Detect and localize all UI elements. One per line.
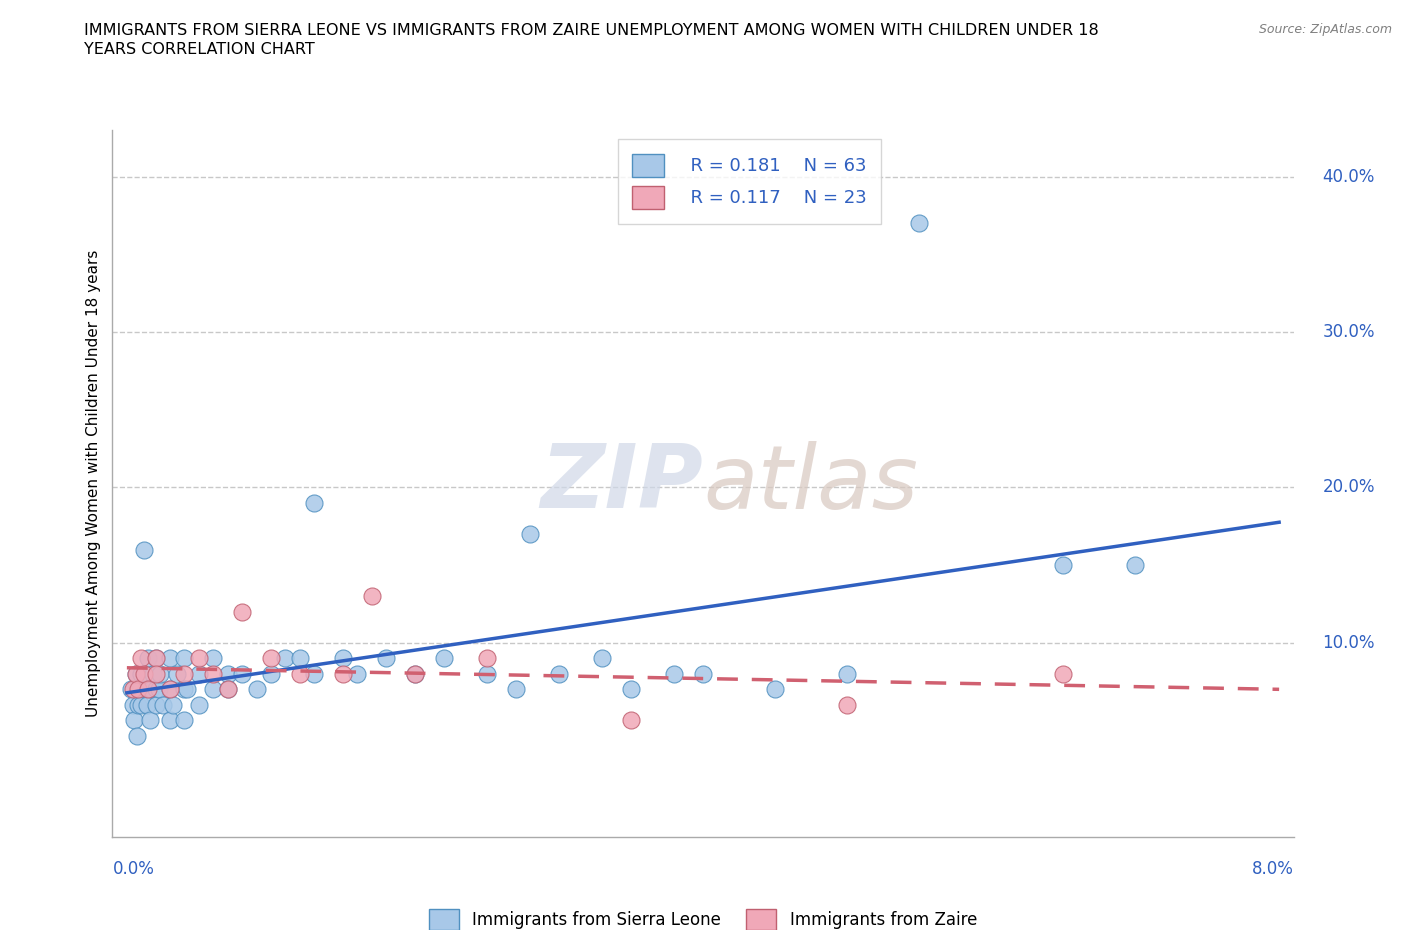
Point <box>148 682 170 697</box>
Point <box>129 698 152 712</box>
Text: IMMIGRANTS FROM SIERRA LEONE VS IMMIGRANTS FROM ZAIRE UNEMPLOYMENT AMONG WOMEN W: IMMIGRANTS FROM SIERRA LEONE VS IMMIGRAN… <box>84 23 1099 38</box>
Text: atlas: atlas <box>703 441 918 526</box>
Point <box>620 682 643 697</box>
Point <box>173 651 195 666</box>
Point <box>692 667 714 682</box>
Point <box>124 667 146 682</box>
Point <box>139 713 162 728</box>
Text: 0.0%: 0.0% <box>112 860 155 878</box>
Point <box>548 667 571 682</box>
Point <box>129 682 152 697</box>
Point <box>125 728 148 743</box>
Point <box>162 698 184 712</box>
Text: 8.0%: 8.0% <box>1251 860 1294 878</box>
Point <box>404 667 426 682</box>
Point <box>127 682 149 697</box>
Text: 20.0%: 20.0% <box>1322 478 1375 497</box>
Point <box>360 589 382 604</box>
Point <box>763 682 786 697</box>
Point <box>519 526 541 541</box>
Point <box>260 651 283 666</box>
Point <box>134 667 156 682</box>
Point <box>475 651 498 666</box>
Point <box>129 651 152 666</box>
Point <box>231 667 253 682</box>
Point <box>260 667 283 682</box>
Point <box>129 667 152 682</box>
Point <box>145 682 167 697</box>
Point <box>159 713 181 728</box>
Point <box>145 667 167 682</box>
Point <box>505 682 527 697</box>
Point <box>187 651 209 666</box>
Point <box>245 682 267 697</box>
Point <box>121 698 143 712</box>
Point <box>217 682 239 697</box>
Point <box>136 698 159 712</box>
Point <box>152 698 174 712</box>
Point <box>202 667 225 682</box>
Point <box>173 713 195 728</box>
Point <box>166 667 188 682</box>
Point <box>591 651 613 666</box>
Point <box>145 698 167 712</box>
Point <box>475 667 498 682</box>
Point <box>202 682 225 697</box>
Text: 40.0%: 40.0% <box>1322 167 1375 186</box>
Point <box>375 651 398 666</box>
Point <box>302 667 325 682</box>
Point <box>404 667 426 682</box>
Point <box>138 682 160 697</box>
Point <box>124 667 146 682</box>
Point <box>620 713 643 728</box>
Point <box>120 682 142 697</box>
Point <box>159 682 181 697</box>
Point <box>142 667 165 682</box>
Text: YEARS CORRELATION CHART: YEARS CORRELATION CHART <box>84 42 315 57</box>
Text: Source: ZipAtlas.com: Source: ZipAtlas.com <box>1258 23 1392 36</box>
Y-axis label: Unemployment Among Women with Children Under 18 years: Unemployment Among Women with Children U… <box>86 250 101 717</box>
Point <box>274 651 297 666</box>
Point <box>908 216 931 231</box>
Point <box>159 682 181 697</box>
Point <box>128 682 150 697</box>
Point <box>134 542 156 557</box>
Point <box>135 682 157 697</box>
Text: 30.0%: 30.0% <box>1322 323 1375 341</box>
Point <box>433 651 456 666</box>
Point <box>835 698 858 712</box>
Point <box>141 682 163 697</box>
Point <box>202 651 225 666</box>
Text: ZIP: ZIP <box>540 440 703 527</box>
Point <box>159 651 181 666</box>
Point <box>332 667 354 682</box>
Point <box>187 698 209 712</box>
Point <box>187 667 209 682</box>
Point <box>288 667 311 682</box>
Point <box>664 667 686 682</box>
Point <box>1052 558 1074 573</box>
Point <box>231 604 253 619</box>
Point <box>835 667 858 682</box>
Point <box>173 682 195 697</box>
Point <box>176 682 198 697</box>
Point <box>332 651 354 666</box>
Point <box>288 651 311 666</box>
Text: 10.0%: 10.0% <box>1322 634 1375 652</box>
Point <box>1123 558 1146 573</box>
Point <box>122 713 145 728</box>
Point <box>302 496 325 511</box>
Point <box>145 651 167 666</box>
Point <box>217 682 239 697</box>
Point <box>138 651 160 666</box>
Point <box>1052 667 1074 682</box>
Point <box>145 651 167 666</box>
Point <box>346 667 368 682</box>
Point <box>121 682 143 697</box>
Point <box>217 667 239 682</box>
Legend: Immigrants from Sierra Leone, Immigrants from Zaire: Immigrants from Sierra Leone, Immigrants… <box>422 902 984 930</box>
Point <box>149 667 172 682</box>
Point <box>173 667 195 682</box>
Point <box>127 698 149 712</box>
